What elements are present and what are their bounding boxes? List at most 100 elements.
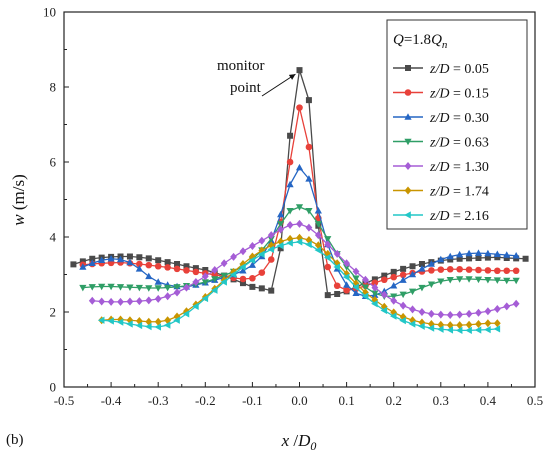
data-point [173, 265, 181, 273]
y-tick-label: 2 [50, 305, 57, 320]
data-point [437, 310, 445, 319]
data-point [503, 267, 511, 275]
data-point [324, 263, 332, 271]
data-point [277, 245, 284, 252]
data-point [192, 268, 200, 276]
legend-title: Q=1.8Qn [393, 32, 448, 51]
data-point [334, 291, 341, 297]
data-point [333, 282, 341, 290]
data-point [154, 294, 162, 303]
data-point [427, 320, 435, 328]
data-point [427, 324, 435, 332]
data-point [211, 276, 219, 283]
data-point [352, 289, 360, 297]
legend-label-val: = 0.05 [449, 62, 488, 77]
legend-marker [404, 89, 412, 96]
data-point [437, 325, 444, 333]
legend: Q=1.8Qn z/D = 0.05z/D = 0.15z/D = 0.30z/… [386, 19, 528, 230]
data-point [192, 278, 200, 286]
data-point [465, 309, 473, 318]
y-tick-label: 6 [50, 155, 57, 170]
legend-items: z/D = 0.05z/D = 0.15z/D = 0.30z/D = 0.63… [393, 62, 489, 224]
data-point [136, 254, 143, 261]
data-point [98, 297, 106, 306]
data-point [475, 266, 482, 274]
data-point [201, 294, 209, 303]
data-point [296, 67, 303, 74]
data-point [258, 236, 266, 245]
x-tick-label: 0.0 [291, 393, 307, 408]
data-point [163, 321, 171, 329]
data-point [286, 239, 293, 247]
data-point [286, 180, 294, 188]
data-point [239, 247, 247, 256]
legend-label: z/D = 0.05 [429, 62, 489, 77]
data-point [512, 251, 520, 259]
data-point [145, 285, 153, 292]
data-point [107, 283, 115, 291]
data-point [295, 163, 304, 171]
data-point [229, 270, 237, 279]
series-line [101, 237, 498, 326]
data-point [437, 278, 445, 286]
data-point [484, 319, 492, 328]
data-point [286, 221, 294, 229]
data-point [98, 283, 106, 291]
y-tick-label: 8 [50, 80, 57, 95]
legend-label: z/D = 0.63 [429, 136, 489, 151]
data-point [333, 259, 341, 268]
data-point [173, 316, 180, 324]
legend-item: z/D = 2.16 [393, 209, 489, 224]
legend-marker [404, 113, 412, 120]
data-point [399, 317, 406, 325]
legend-marker [404, 186, 412, 195]
data-point [484, 267, 492, 274]
data-point [361, 284, 370, 292]
data-point [276, 242, 284, 250]
data-point [399, 271, 407, 279]
legend-marker [404, 162, 412, 170]
x-axis-title: x /D0 [281, 431, 317, 453]
data-point [305, 97, 312, 104]
data-point [173, 288, 181, 297]
data-point [371, 279, 379, 287]
data-point [154, 262, 162, 270]
data-point [343, 281, 351, 288]
data-point [249, 252, 256, 261]
data-point [305, 207, 313, 215]
data-point [136, 260, 143, 268]
data-point [88, 259, 96, 267]
data-point [248, 261, 256, 268]
data-point [230, 252, 237, 261]
data-point [399, 291, 407, 299]
data-point [400, 265, 407, 272]
data-point [154, 285, 162, 292]
data-point [343, 259, 350, 268]
x-tick-label: -0.5 [54, 393, 75, 408]
legend-item: z/D = 0.05 [393, 62, 489, 77]
data-point [352, 267, 360, 276]
data-point [418, 284, 426, 292]
data-point [409, 263, 416, 270]
series-line [92, 223, 517, 316]
data-point [249, 274, 256, 282]
data-point [107, 297, 115, 306]
data-point [79, 263, 87, 270]
data-point [446, 311, 454, 319]
data-point [456, 255, 463, 262]
data-point [126, 258, 134, 266]
data-point [371, 290, 379, 298]
data-point [465, 249, 473, 257]
data-point [343, 264, 351, 271]
data-point [503, 302, 511, 311]
data-point [305, 223, 313, 232]
legend-box [386, 19, 528, 230]
data-point [446, 326, 454, 334]
data-point [484, 254, 491, 261]
data-point [286, 158, 294, 166]
x-tick-label: -0.4 [101, 393, 122, 408]
data-point [258, 246, 266, 255]
data-point [305, 175, 313, 182]
data-point [202, 267, 209, 273]
data-point [295, 238, 303, 246]
